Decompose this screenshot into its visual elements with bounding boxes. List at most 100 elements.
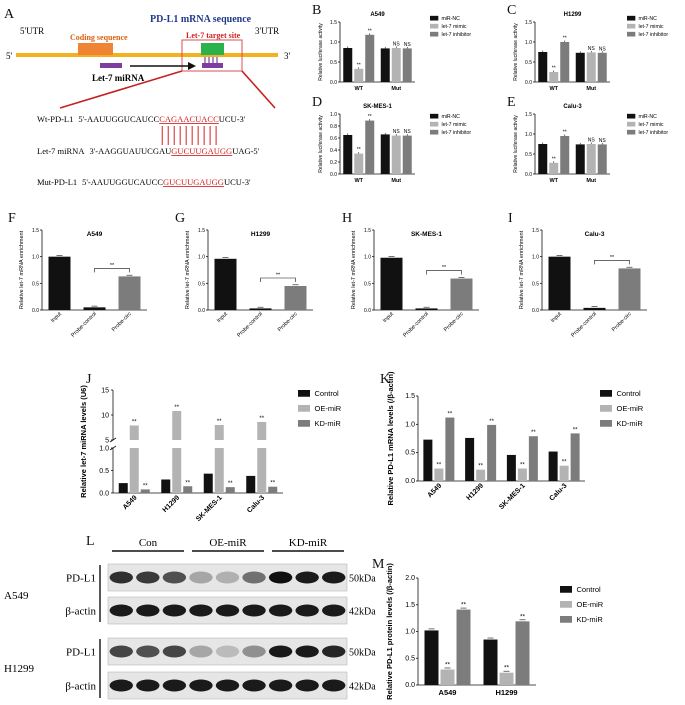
panel-m-legend-swatch bbox=[560, 616, 572, 623]
bar bbox=[548, 256, 571, 310]
y-axis-label: Relative let-7 mRNA enrichment bbox=[519, 230, 525, 309]
y-tick-label: 15 bbox=[101, 388, 109, 395]
panel-E-y-tick-label: 1.0 bbox=[525, 132, 532, 138]
bar bbox=[549, 72, 559, 82]
blot-band bbox=[322, 604, 346, 617]
x-tick-label: Probe-circ bbox=[611, 311, 633, 333]
seq-label-wt: Wt-PD-L1 bbox=[37, 114, 73, 124]
blot-band bbox=[268, 604, 293, 617]
significance-label: ** bbox=[437, 463, 442, 469]
significance-label: ** bbox=[185, 480, 190, 486]
mirna-label: Let-7 miRNA bbox=[92, 73, 145, 83]
blot-group-label: KD-miR bbox=[289, 537, 328, 549]
significance-label: ** bbox=[174, 405, 179, 411]
seq-post-wt: UCU-3' bbox=[219, 114, 246, 124]
bar bbox=[528, 436, 538, 481]
seq-site-mirna: GUCUUGAUGG bbox=[171, 146, 232, 156]
panel-D-y-tick-label: 1.0 bbox=[330, 112, 337, 118]
chart-panel-e: 0.0 0.5 1.0 1.5 Calu-3 Relative luciferase ac… bbox=[513, 104, 668, 184]
seq-row-wt: Wt-PD-L1 5'-AAUUGGUCAUCCCAGAACUACCUCU-3' bbox=[37, 114, 246, 124]
blot-band bbox=[268, 645, 293, 658]
blot-band bbox=[189, 571, 213, 584]
panel-E-legend-swatch bbox=[627, 121, 636, 127]
blot-cell-label: H1299 bbox=[4, 663, 34, 675]
blot-band bbox=[242, 645, 266, 658]
panel-B-y-tick-label: 0.0 bbox=[330, 80, 337, 86]
seq-pre-wt: 5'-AAUUGGUCAUCC bbox=[78, 114, 159, 124]
significance-label: ** bbox=[368, 28, 372, 34]
panel-k-legend-label: OE-miR bbox=[617, 404, 644, 413]
x-tick-label: SK-MES-1 bbox=[195, 494, 224, 523]
bar bbox=[343, 48, 353, 82]
bar bbox=[456, 609, 471, 685]
panel-j-legend-swatch bbox=[298, 405, 310, 412]
panel-G-y-tick-label: 0.5 bbox=[198, 281, 205, 287]
panel-D-y-tick-label: 0.0 bbox=[330, 172, 337, 178]
significance-label: NS bbox=[599, 138, 607, 144]
blot-protein-label: β-actin bbox=[65, 606, 96, 618]
blot-band bbox=[215, 604, 240, 617]
panel-m-legend-swatch bbox=[560, 601, 572, 608]
y-tick-label: 10 bbox=[101, 413, 109, 420]
y-axis-label: Relative luciferase activity bbox=[513, 115, 519, 173]
blot-band bbox=[295, 645, 319, 658]
panel-D-y-tick-label: 0.4 bbox=[330, 148, 337, 154]
blot-protein-label: β-actin bbox=[65, 681, 96, 693]
bar bbox=[118, 483, 128, 493]
panel-C-legend-label: miR-NC bbox=[638, 16, 657, 22]
bound-mirna bbox=[202, 63, 223, 68]
bar bbox=[570, 433, 580, 481]
chart-panel-i: 0.0 0.5 1.0 1.5 Calu-3 Relative let-7 mRNA en… bbox=[519, 228, 647, 339]
bar bbox=[343, 135, 353, 174]
chart-panel-h: 0.0 0.5 1.0 1.5 SK-MES-1 Relative let-7 mRNA … bbox=[351, 228, 479, 339]
blot-band bbox=[109, 645, 133, 658]
bar bbox=[559, 465, 569, 481]
blot-band bbox=[162, 571, 187, 584]
significance-label: ** bbox=[110, 263, 115, 269]
panel-letter-c: C bbox=[507, 3, 516, 18]
blot-band bbox=[322, 645, 346, 658]
blot-size-label: 42kDa bbox=[349, 607, 376, 618]
let7-mirna-block bbox=[100, 63, 122, 68]
panel-m-legend-label: KD-miR bbox=[577, 615, 604, 624]
y-axis-label: Relative PD-L1 mRNA levels (/β-actin) bbox=[386, 371, 395, 505]
significance-label: NS bbox=[599, 46, 607, 52]
significance-label: ** bbox=[478, 464, 483, 470]
blot-group-label: Con bbox=[139, 537, 158, 549]
x-tick-label: Probe-circ bbox=[111, 311, 133, 333]
y-axis-label: Relative let-7 mRNA enrichment bbox=[19, 230, 25, 309]
blot-band bbox=[189, 604, 213, 617]
bar bbox=[48, 256, 71, 310]
x-tick-label: Calu-3 bbox=[548, 482, 568, 502]
panel-C-y-tick-label: 1.0 bbox=[525, 40, 532, 46]
chart-title: SK-MES-1 bbox=[411, 231, 442, 238]
chart-panel-c: 0.0 0.5 1.0 1.5 H1299 Relative luciferase act… bbox=[513, 12, 668, 92]
bar bbox=[549, 162, 559, 174]
significance-label: ** bbox=[573, 427, 578, 433]
target-site-box bbox=[181, 39, 243, 72]
bar bbox=[391, 48, 401, 82]
x-tick-label: Mut bbox=[391, 86, 401, 92]
bar bbox=[225, 487, 235, 493]
significance-label: ** bbox=[504, 665, 510, 672]
chart-title: H1299 bbox=[251, 231, 271, 238]
blot-band bbox=[162, 645, 187, 658]
panel-letter-a: A bbox=[4, 7, 15, 22]
bar bbox=[499, 672, 514, 685]
panel-B-legend-label: miR-NC bbox=[441, 16, 460, 22]
significance-label: ** bbox=[228, 481, 233, 487]
panel-k-legend-label: Control bbox=[617, 389, 642, 398]
blot-band bbox=[162, 679, 187, 692]
bar bbox=[597, 144, 607, 174]
panel-H-y-tick-label: 1.0 bbox=[364, 255, 371, 261]
coding-label: Coding sequence bbox=[70, 33, 128, 42]
chart-panel-m: 0.0 0.5 1.0 1.5 2.0 Relative PD-L1 protein le… bbox=[385, 563, 604, 700]
panel-k-y-tick-label: 1.0 bbox=[405, 421, 415, 428]
blot-band bbox=[268, 679, 293, 692]
panel-C-legend-label: let-7 inhibitor bbox=[638, 32, 668, 38]
panel-letter-b: B bbox=[312, 3, 321, 18]
blot-band bbox=[295, 679, 319, 692]
blot-band bbox=[295, 604, 319, 617]
significance-label: ** bbox=[520, 613, 526, 620]
